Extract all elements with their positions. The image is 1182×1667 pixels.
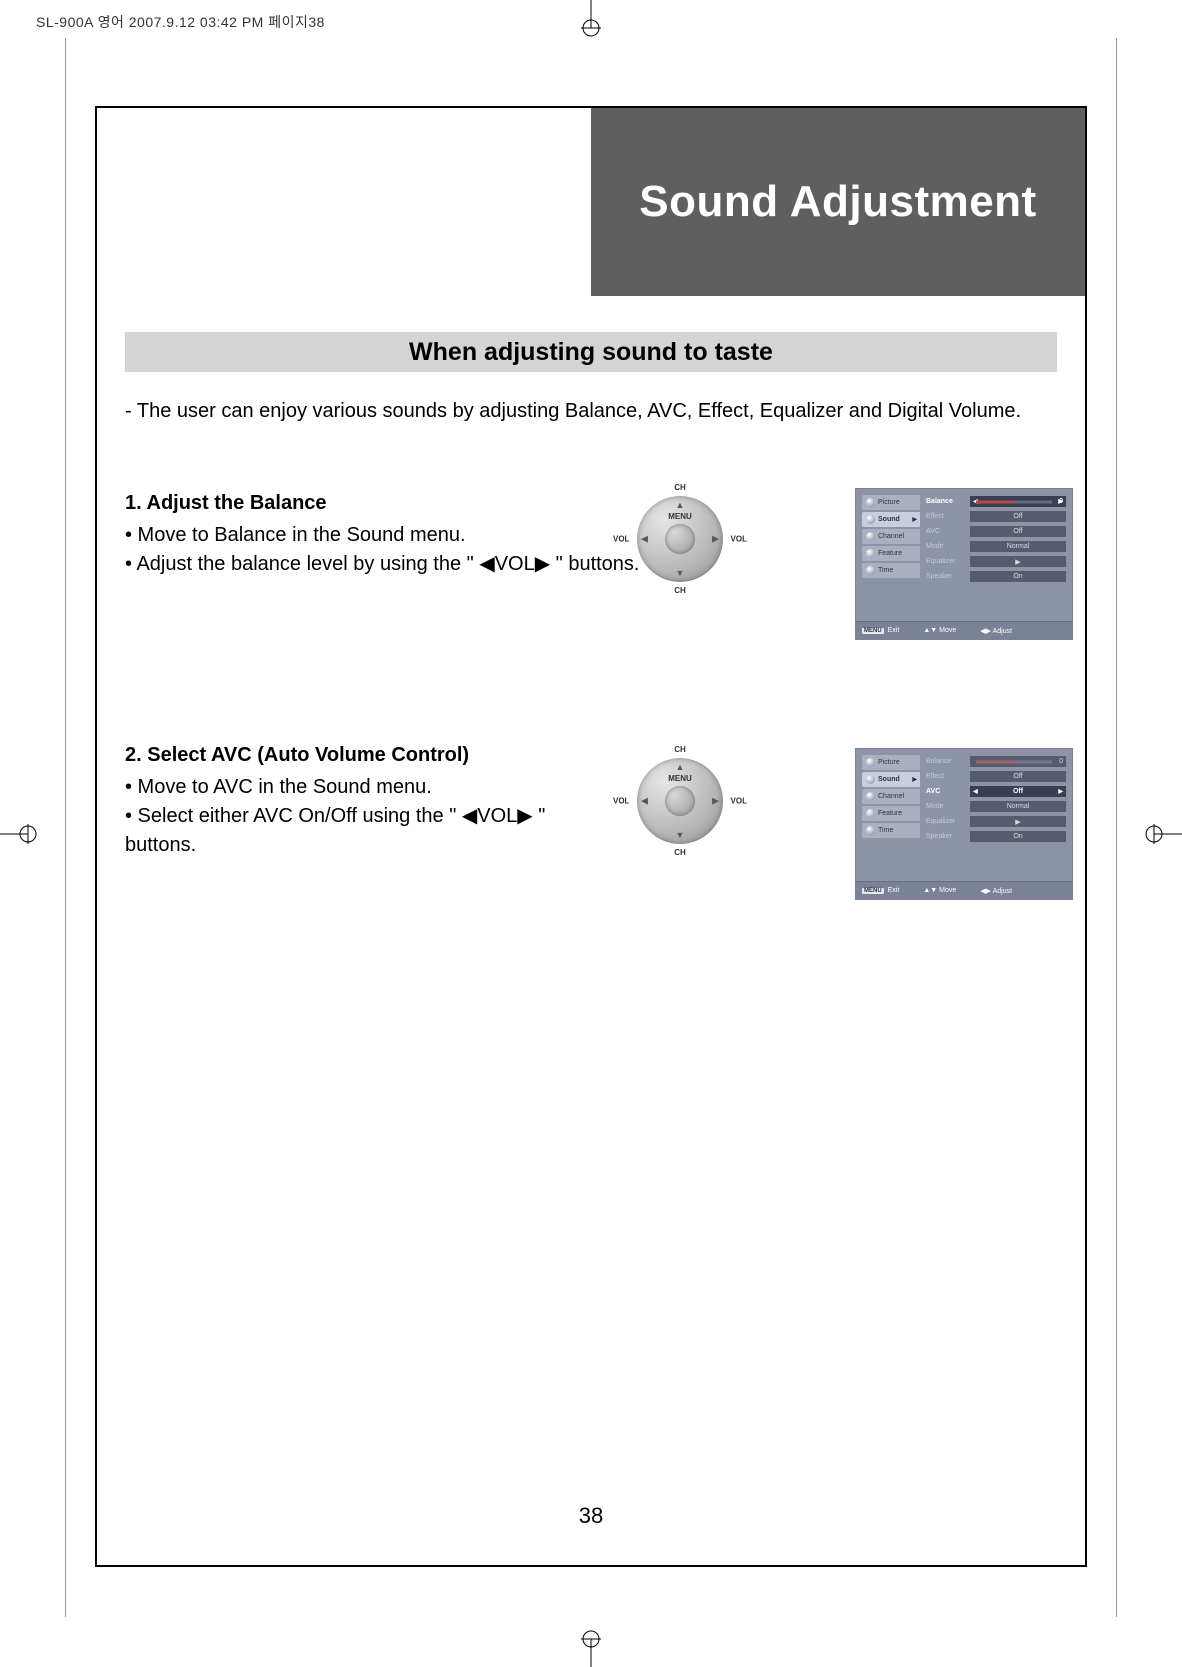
osd-tab: Channel xyxy=(862,529,920,544)
dpad-label-vol-left: VOL xyxy=(613,797,629,806)
dpad-label-ch-up: CH xyxy=(674,483,686,492)
osd-tab: Feature xyxy=(862,806,920,821)
osd-tab: Sound xyxy=(862,512,920,527)
osd-row: SpeakerOn xyxy=(924,830,1066,843)
osd-tab: Picture xyxy=(862,495,920,510)
osd-row: AVCOff xyxy=(924,525,1066,538)
osd-row: ModeNormal xyxy=(924,800,1066,813)
dpad-label-ch-down: CH xyxy=(674,848,686,857)
dpad-label-menu: MENU xyxy=(668,512,692,521)
intro-text: - The user can enjoy various sounds by a… xyxy=(125,398,1057,425)
osd-footer: MENUExit▲▼ Move◀▶ Adjust xyxy=(856,881,1072,899)
osd-row: ModeNormal xyxy=(924,540,1066,553)
dpad-label-ch-up: CH xyxy=(674,745,686,754)
crop-mark-left xyxy=(0,814,40,854)
remote-dpad-1: ▲▼◀▶ MENU CH CH VOL VOL xyxy=(627,486,733,592)
print-header: SL-900A 영어 2007.9.12 03:42 PM 페이지38 xyxy=(36,12,325,32)
osd-row: Equalizer▶ xyxy=(924,555,1066,568)
osd-row: Balance0 xyxy=(924,495,1066,508)
dpad-label-vol-right: VOL xyxy=(731,797,747,806)
osd-row: Balance0 xyxy=(924,755,1066,768)
content-frame: Sound Adjustment When adjusting sound to… xyxy=(95,106,1087,1567)
osd-tab: Sound xyxy=(862,772,920,787)
chapter-title-bar: Sound Adjustment xyxy=(591,108,1085,296)
dpad-label-vol-right: VOL xyxy=(731,535,747,544)
osd-row: SpeakerOn xyxy=(924,570,1066,583)
dpad-label-ch-down: CH xyxy=(674,586,686,595)
osd-screenshot-avc: Picture Sound Channel Feature Time Balance0 Ef… xyxy=(855,748,1073,900)
osd-row: EffectOff xyxy=(924,510,1066,523)
crop-mark-right xyxy=(1142,814,1182,854)
section-title: When adjusting sound to taste xyxy=(125,332,1057,372)
osd-footer: MENUExit▲▼ Move◀▶ Adjust xyxy=(856,621,1072,639)
osd-row: EffectOff xyxy=(924,770,1066,783)
chapter-title: Sound Adjustment xyxy=(639,177,1036,227)
osd-screenshot-balance: Picture Sound Channel Feature Time Balance0 Ef… xyxy=(855,488,1073,640)
crop-mark-bottom xyxy=(571,1627,611,1667)
dpad-label-menu: MENU xyxy=(668,774,692,783)
remote-dpad-2: ▲▼◀▶ MENU CH CH VOL VOL xyxy=(627,748,733,854)
page-number: 38 xyxy=(579,1503,603,1529)
osd-row: AVCOff xyxy=(924,785,1066,798)
osd-tab: Picture xyxy=(862,755,920,770)
osd-tab: Channel xyxy=(862,789,920,804)
osd-tab: Feature xyxy=(862,546,920,561)
osd-row: Equalizer▶ xyxy=(924,815,1066,828)
dpad-label-vol-left: VOL xyxy=(613,535,629,544)
osd-tab: Time xyxy=(862,563,920,578)
osd-tab: Time xyxy=(862,823,920,838)
crop-mark-top xyxy=(571,0,611,40)
